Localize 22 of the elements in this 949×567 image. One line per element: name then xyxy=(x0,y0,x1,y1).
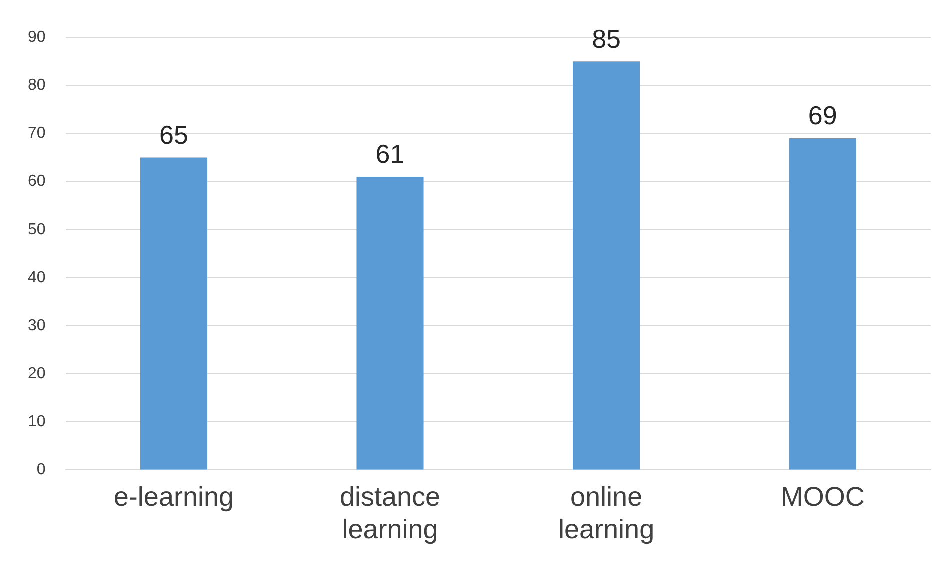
data-label: 69 xyxy=(808,100,838,131)
x-tick-label: online learning xyxy=(558,482,655,544)
x-tick-label: distance learning xyxy=(340,482,441,544)
y-tick-label: 30 xyxy=(28,317,46,334)
data-label: 61 xyxy=(376,139,405,170)
y-tick-label: 90 xyxy=(28,29,46,46)
y-tick-label: 40 xyxy=(28,269,46,286)
data-label: 65 xyxy=(159,120,188,150)
y-tick-label: 60 xyxy=(28,173,46,190)
bar xyxy=(356,176,424,470)
x-tick-label: MOOC xyxy=(780,482,865,512)
bar xyxy=(573,62,640,470)
data-label: 85 xyxy=(592,24,622,54)
y-tick-label: 50 xyxy=(28,221,46,238)
y-tick-label: 80 xyxy=(28,77,46,94)
y-tick-label: 10 xyxy=(28,414,46,431)
y-tick-label: 20 xyxy=(28,365,46,382)
bar xyxy=(140,158,208,470)
y-tick-label: 70 xyxy=(28,125,46,142)
y-tick-label: 0 xyxy=(36,462,46,479)
bar xyxy=(789,138,856,470)
x-tick-label: e-learning xyxy=(114,482,234,512)
